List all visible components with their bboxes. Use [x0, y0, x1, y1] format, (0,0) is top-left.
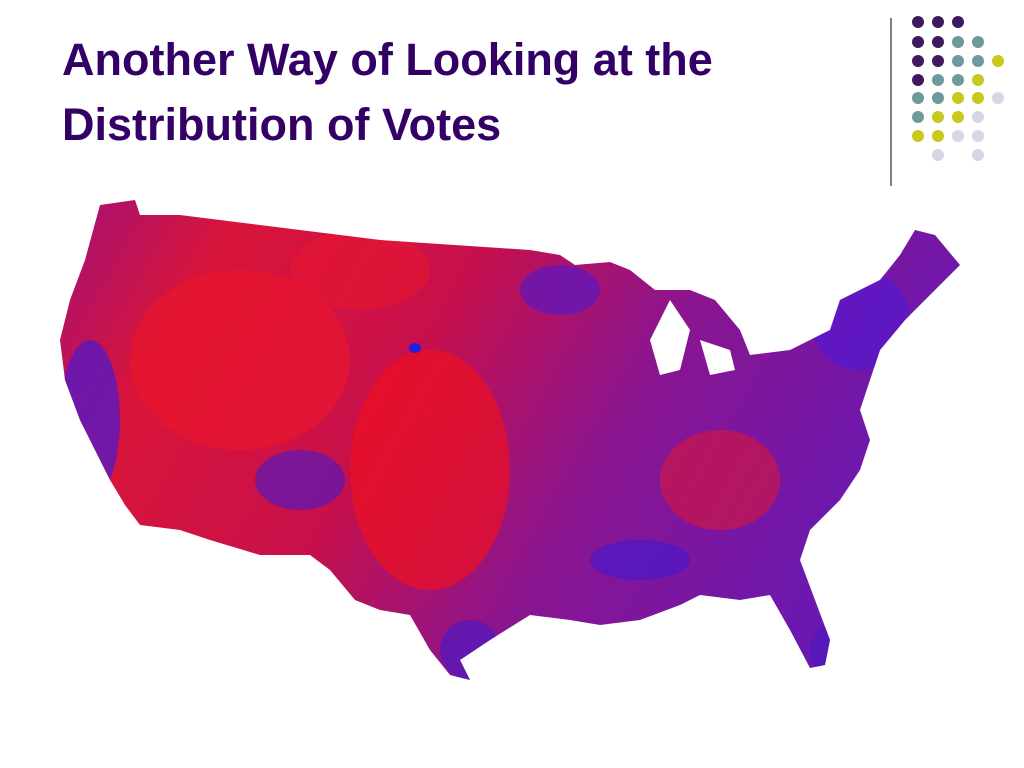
vote-map	[60, 200, 960, 680]
decorative-dots	[912, 16, 1004, 161]
slide-title-line: Distribution of Votes	[62, 99, 501, 150]
great-lakes	[700, 340, 735, 375]
great-lakes	[650, 300, 690, 375]
slide-title-line: Another Way of Looking at the	[62, 34, 713, 85]
